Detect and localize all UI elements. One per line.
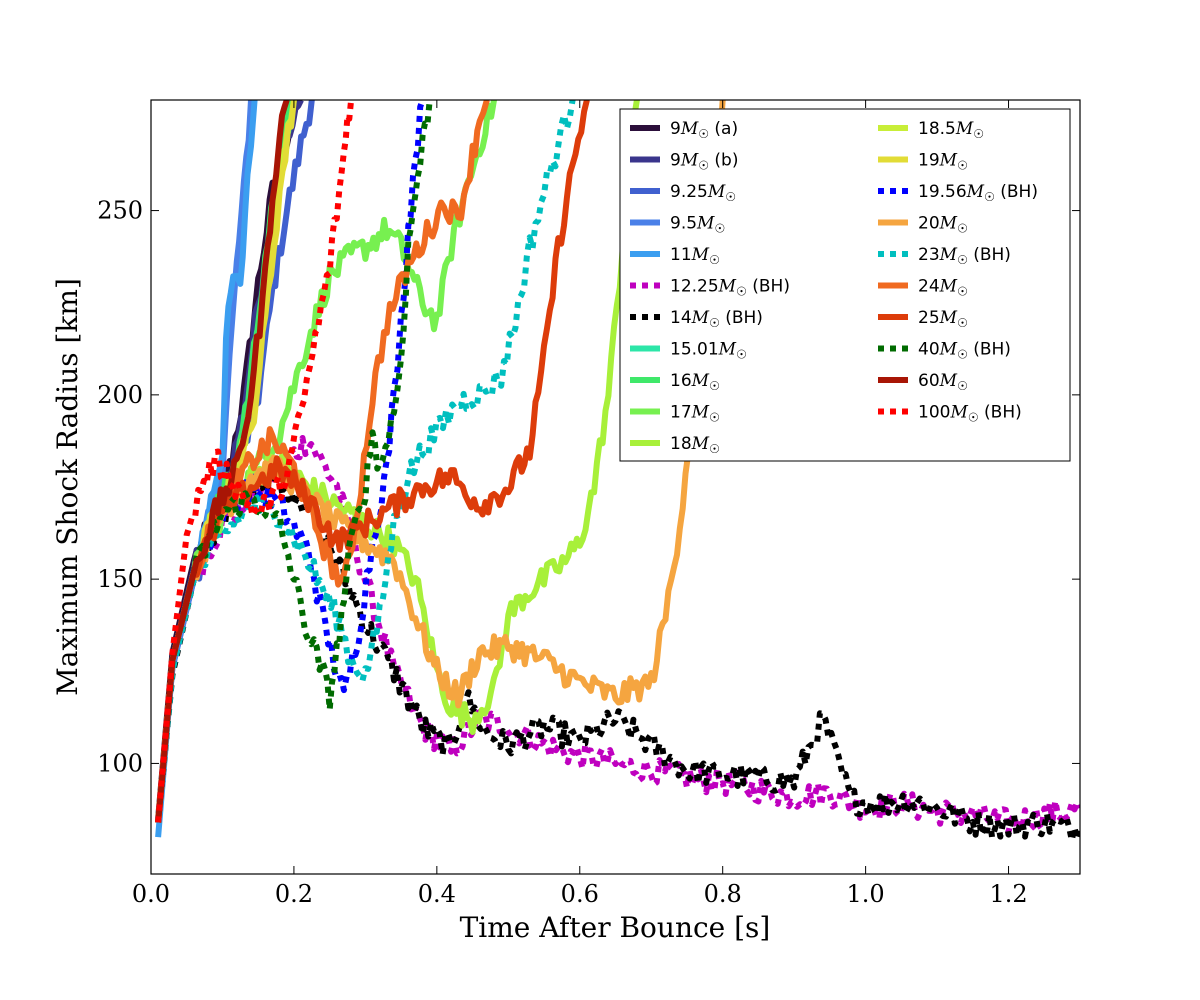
legend-label-15: 23M☉ (BH) — [918, 245, 1011, 267]
y-tick-label: 200 — [97, 381, 143, 409]
series-line-19 — [155, 100, 290, 823]
legend-label-19: 60M☉ — [918, 371, 968, 393]
legend-label-16: 24M☉ — [918, 277, 968, 299]
series-line-17 — [155, 100, 590, 823]
legend-label-14: 20M☉ — [918, 214, 968, 236]
x-axis-label: Time After Bounce [s] — [460, 911, 771, 944]
legend-label-18: 40M☉ (BH) — [918, 340, 1011, 362]
y-tick-label: 250 — [97, 197, 143, 225]
legend-label-2: 9.25M☉ — [670, 182, 736, 204]
legend-label-8: 16M☉ — [670, 371, 720, 393]
x-tick-label: 1.0 — [847, 880, 885, 908]
legend-label-20: 100M☉ (BH) — [918, 403, 1022, 425]
legend-label-9: 17M☉ — [670, 403, 720, 425]
plot-frame — [150, 99, 1081, 875]
legend-frame — [619, 108, 1071, 462]
x-tick-label: 0.8 — [704, 880, 742, 908]
legend-label-3: 9.5M☉ — [670, 214, 725, 236]
series-line-20 — [155, 100, 355, 823]
legend-label-7: 15.01M☉ — [670, 340, 747, 362]
legend: 9M☉ (a) 9M☉ (b) 9.25M☉ 9.5M☉ 11M☉ 12.25M☉ (BH… — [619, 108, 1071, 462]
x-tick-label: 0.0 — [132, 880, 170, 908]
ticks-layer: 0.0 0.2 0.4 0.6 0.8 1.0 1.2 100 150 200 250 — [97, 100, 1080, 908]
legend-label-0: 9M☉ (a) — [670, 119, 738, 141]
legend-label-10: 18M☉ — [670, 434, 720, 456]
x-tick-label: 1.2 — [989, 880, 1027, 908]
x-tick-label: 0.6 — [561, 880, 599, 908]
y-axis-label: Maximum Shock Radius [km] — [51, 278, 84, 696]
legend-label-6: 14M☉ (BH) — [670, 308, 763, 330]
y-tick-label: 150 — [97, 565, 143, 593]
legend-label-17: 25M☉ — [918, 308, 968, 330]
series-layer — [155, 100, 1080, 844]
x-tick-label: 0.4 — [418, 880, 456, 908]
x-tick-label: 0.2 — [275, 880, 313, 908]
series-line-15 — [155, 100, 576, 823]
legend-label-12: 19M☉ — [918, 151, 968, 173]
legend-label-11: 18.5M☉ — [918, 119, 984, 141]
y-tick-label: 100 — [97, 749, 143, 777]
legend-label-1: 9M☉ (b) — [670, 151, 738, 173]
legend-label-5: 12.25M☉ (BH) — [670, 277, 790, 299]
legend-label-4: 11M☉ — [670, 245, 720, 267]
legend-label-13: 19.56M☉ (BH) — [918, 182, 1038, 204]
series-line-14 — [155, 100, 726, 823]
